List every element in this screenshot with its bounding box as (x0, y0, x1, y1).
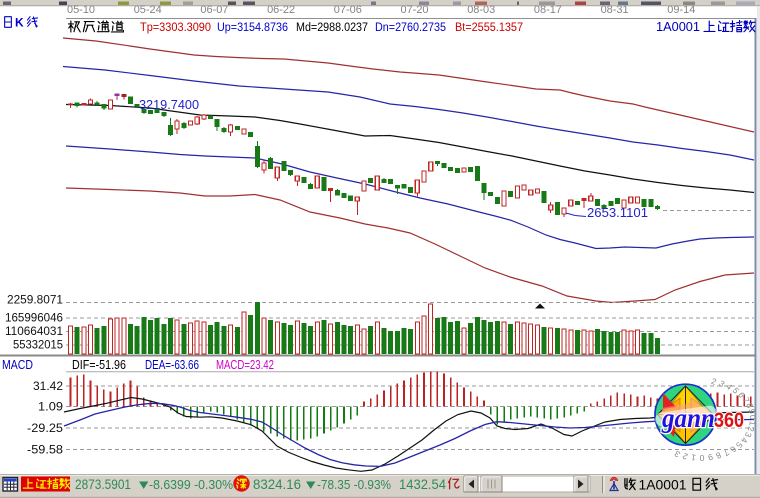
svg-text:2653.1101: 2653.1101 (587, 205, 648, 220)
svg-text:9: 9 (707, 452, 714, 463)
svg-text:55332015: 55332015 (13, 338, 63, 352)
svg-text:3219.7400: 3219.7400 (139, 97, 199, 112)
svg-text:1A0001: 1A0001 (656, 19, 700, 34)
svg-text:5: 5 (730, 385, 741, 395)
svg-text:0: 0 (699, 453, 705, 463)
svg-text:MACD=23.42: MACD=23.42 (216, 358, 274, 372)
svg-text:5: 5 (734, 440, 745, 450)
svg-text:1432.54: 1432.54 (399, 477, 446, 492)
svg-text:Md=2988.0237: Md=2988.0237 (296, 20, 368, 34)
svg-text:07-06: 07-06 (334, 4, 362, 16)
svg-text:2873.5901: 2873.5901 (75, 477, 131, 492)
svg-text:K: K (15, 16, 24, 30)
svg-text:09-14: 09-14 (667, 4, 695, 16)
svg-text:DIF=-51.96: DIF=-51.96 (72, 358, 126, 372)
svg-text:gann: gann (661, 403, 715, 433)
svg-text:2259.8071: 2259.8071 (7, 293, 63, 307)
svg-text:-78.35 -0.93%: -78.35 -0.93% (317, 477, 391, 492)
svg-text:MACD: MACD (2, 357, 33, 372)
svg-text:2: 2 (681, 451, 689, 462)
svg-text:6: 6 (736, 390, 747, 399)
svg-text:9: 9 (747, 408, 758, 414)
svg-text:165996046: 165996046 (5, 311, 63, 325)
svg-text:-29.25: -29.25 (27, 421, 63, 435)
svg-text:1: 1 (747, 420, 757, 426)
svg-text:Up=3154.8736: Up=3154.8736 (217, 20, 288, 34)
svg-text:6: 6 (728, 444, 739, 454)
svg-text:7: 7 (721, 447, 731, 458)
svg-text:2: 2 (710, 376, 718, 387)
svg-text:31.42: 31.42 (33, 379, 63, 393)
svg-text:-8.6399 -0.30%: -8.6399 -0.30% (149, 477, 233, 492)
svg-text:Tp=3303.3090: Tp=3303.3090 (140, 20, 211, 34)
svg-text:05-24: 05-24 (134, 4, 162, 16)
svg-text:110664031: 110664031 (5, 324, 63, 338)
svg-text:8: 8 (714, 450, 723, 461)
svg-text:3: 3 (743, 431, 754, 439)
svg-text:8: 8 (744, 402, 755, 409)
svg-text:360: 360 (714, 409, 744, 432)
svg-text:08-03: 08-03 (467, 4, 495, 16)
svg-text:05-10: 05-10 (67, 4, 95, 16)
svg-text:8324.16: 8324.16 (253, 477, 301, 492)
svg-text:07-20: 07-20 (401, 4, 429, 16)
svg-text:06-07: 06-07 (200, 4, 228, 16)
svg-text:Bt=2555.1357: Bt=2555.1357 (455, 20, 523, 34)
svg-text:0: 0 (748, 415, 758, 420)
svg-text:06-22: 06-22 (267, 4, 295, 16)
svg-text:1: 1 (690, 452, 697, 463)
svg-text:1A0001: 1A0001 (639, 478, 687, 493)
svg-text:Dn=2760.2735: Dn=2760.2735 (375, 20, 446, 34)
svg-text:08-17: 08-17 (534, 4, 562, 16)
svg-text:3: 3 (672, 448, 682, 459)
svg-text:1.09: 1.09 (38, 400, 63, 414)
svg-text:-59.58: -59.58 (27, 443, 63, 457)
svg-text:3: 3 (717, 378, 727, 389)
svg-text:7: 7 (741, 396, 752, 404)
svg-text:08-31: 08-31 (601, 4, 629, 16)
svg-text:4: 4 (739, 436, 750, 445)
svg-text:2: 2 (746, 426, 757, 433)
svg-text:4: 4 (724, 381, 734, 392)
svg-text:DEA=-63.66: DEA=-63.66 (145, 358, 199, 372)
